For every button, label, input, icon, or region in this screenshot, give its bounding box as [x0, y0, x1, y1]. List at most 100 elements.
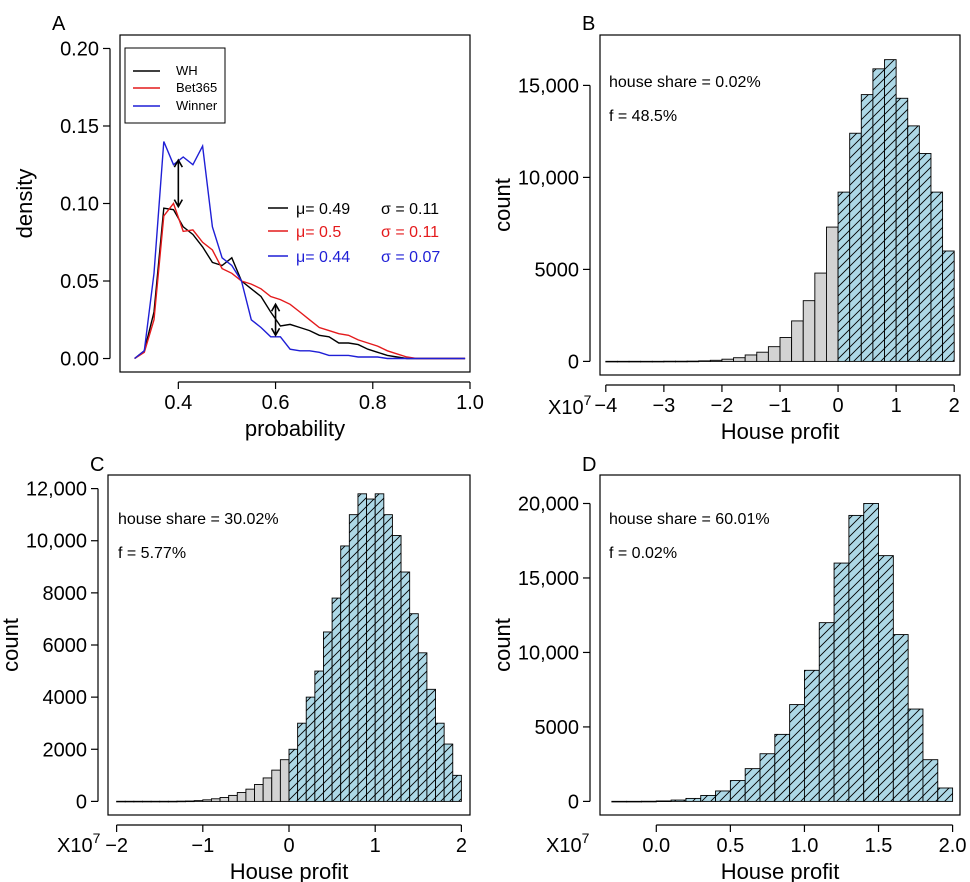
histogram-bar-positive — [305, 696, 316, 802]
histogram-bar-positive — [331, 597, 342, 802]
histogram-bar-negative — [116, 800, 126, 803]
y-tick-label: 8000 — [43, 583, 88, 605]
y-tick-label: 0 — [76, 791, 87, 813]
histogram-bar-positive — [435, 722, 445, 802]
histogram-bar-negative — [219, 797, 230, 802]
histogram-bar-positive — [348, 514, 359, 802]
y-tick-label: 0.15 — [60, 116, 99, 138]
histogram-bar-positive — [729, 780, 746, 802]
x-tick-label: 2 — [949, 395, 960, 417]
histogram-bar-positive — [930, 191, 944, 362]
histogram-bar-positive — [922, 759, 939, 802]
histogram-bar-negative — [210, 798, 221, 802]
histogram-bar-negative — [193, 800, 204, 802]
histogram-bar-negative — [245, 788, 255, 802]
histogram-bar-positive — [833, 562, 850, 802]
histogram-bar-negative — [616, 360, 630, 363]
y-tick-label: 0.05 — [60, 271, 99, 293]
histogram-bar-negative — [124, 800, 135, 803]
gap-arrow-head-up — [173, 158, 184, 168]
panel-d-multiplier-base: X10 — [546, 835, 582, 857]
histogram-bar-negative — [271, 769, 281, 802]
histogram-bar-positive — [918, 153, 932, 362]
panel-d-marks: 0.0 0.5 1.0 1.5 2.0 0 5000 10,000 15,000 20,000 Ho… — [490, 493, 966, 882]
histogram-bar-negative — [709, 359, 723, 362]
series-line-winner — [134, 141, 466, 360]
y-tick-label: 4000 — [43, 687, 88, 709]
stat-mu-winner: μ= 0.44 — [296, 249, 350, 266]
panel-b-frame — [599, 34, 961, 376]
x-tick-label: −2 — [105, 835, 128, 857]
histogram-bar-negative — [814, 272, 827, 362]
gap-arrow-head-down — [173, 199, 184, 209]
series-line-bet365 — [134, 202, 466, 360]
legend-label-bet365: Bet365 — [176, 80, 217, 95]
histogram-bar-positive — [872, 68, 885, 362]
panel-c-multiplier-exp: 7 — [93, 830, 101, 846]
histogram-bar-positive — [297, 722, 307, 802]
y-axis-label: count — [0, 618, 23, 672]
stat-sigma-winner: σ = 0.07 — [381, 249, 440, 266]
histogram-bar-positive — [670, 799, 687, 802]
histogram-bar-positive — [288, 748, 299, 802]
panel-a-legend: WH Bet365 Winner — [124, 47, 226, 124]
y-axis-label: density — [12, 169, 37, 239]
x-tick-label: 1.0 — [791, 835, 819, 857]
histogram-bar-negative — [279, 759, 290, 802]
stat-sigma-bet365: σ = 0.11 — [381, 224, 439, 241]
histogram-bar-negative — [628, 360, 642, 363]
y-tick-label: 10,000 — [26, 531, 87, 553]
histogram-bar-positive — [895, 97, 909, 362]
panel-b: B −4 −3 −2 −1 0 1 2 0 5000 10,000 15,000 House prof… — [490, 13, 961, 444]
histogram-bar-positive — [863, 503, 879, 802]
histogram-bar-negative — [202, 799, 212, 802]
histogram-bar-positive — [837, 191, 851, 362]
stat-mu-bet365: μ= 0.5 — [296, 224, 341, 241]
y-tick-label: 20,000 — [518, 493, 579, 515]
panel-b-multiplier: X107 — [548, 392, 592, 419]
legend-box — [124, 47, 226, 124]
histogram-bar-negative — [262, 777, 273, 802]
histogram-bar-positive — [366, 498, 376, 802]
histogram-bar-positive — [443, 743, 454, 802]
histogram-bar-positive — [655, 800, 672, 803]
histogram-bar-negative — [802, 300, 816, 362]
series-line-wh — [134, 207, 466, 360]
x-tick-label: 1.5 — [865, 835, 893, 857]
histogram-bar-positive — [759, 753, 776, 802]
histogram-bar-positive — [374, 493, 385, 802]
x-tick-label: 2 — [456, 835, 467, 857]
histogram-bar-negative — [641, 800, 657, 803]
panel-a-frame — [119, 34, 471, 373]
histogram-bar-negative — [254, 784, 264, 802]
panel-c-frame — [107, 474, 471, 816]
x-tick-label: −1 — [769, 395, 792, 417]
y-tick-label: 15,000 — [518, 568, 579, 590]
panel-c-multiplier-base: X10 — [57, 835, 93, 857]
y-tick-label: 0.10 — [60, 194, 99, 216]
histogram-bar-negative — [150, 800, 161, 803]
panel-d-multiplier: X107 — [546, 830, 590, 857]
legend-label-winner: Winner — [176, 98, 218, 113]
histogram-bar-positive — [884, 59, 897, 362]
histogram-bar-positive — [409, 613, 419, 802]
histogram-bar-positive — [452, 774, 462, 802]
x-tick-label: −2 — [711, 395, 734, 417]
x-tick-label: −3 — [652, 395, 675, 417]
histogram-bar-negative — [185, 800, 195, 803]
y-axis-label: count — [490, 618, 515, 672]
x-tick-label: −4 — [594, 395, 617, 417]
histogram-bar-positive — [685, 797, 702, 802]
histogram-bar-negative — [626, 800, 642, 803]
x-tick-label: 0 — [283, 835, 294, 857]
histogram-bar-negative — [236, 792, 247, 802]
histogram-bar-negative — [698, 360, 711, 362]
panel-d-house-share: house share = 60.01% — [609, 511, 770, 528]
histogram-bar-negative — [640, 360, 653, 363]
y-tick-label: 5000 — [535, 259, 580, 281]
histogram-bar-positive — [383, 514, 393, 802]
x-tick-label: 1.0 — [456, 392, 484, 414]
histogram-bar-negative — [228, 794, 238, 802]
histogram-bar-positive — [878, 555, 894, 802]
